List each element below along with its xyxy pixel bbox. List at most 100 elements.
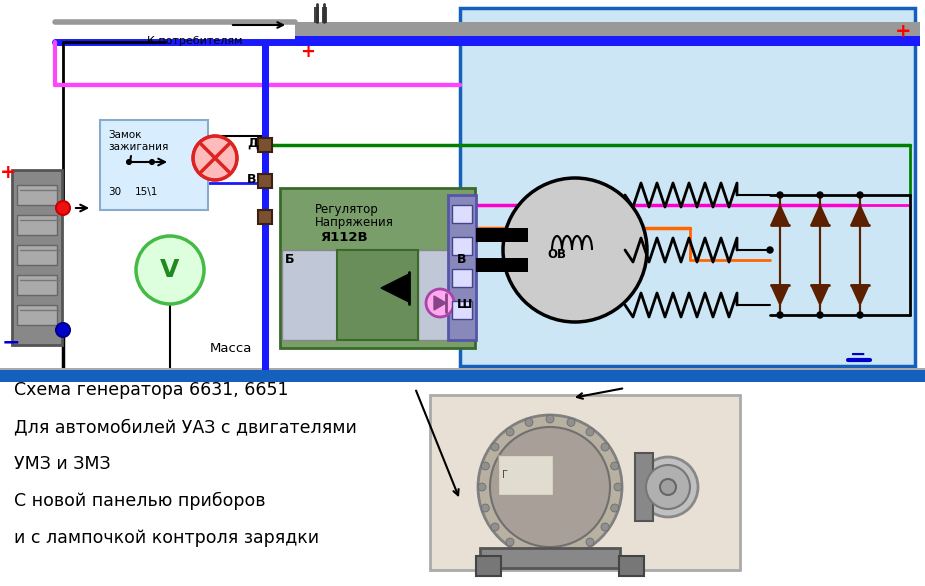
- Circle shape: [817, 192, 823, 198]
- Bar: [430, 395, 740, 570]
- Bar: [476, 228, 528, 242]
- Bar: [0, 368, 925, 372]
- Text: Напряжения: Напряжения: [315, 216, 394, 229]
- Text: Схема генератора 6631, 6651: Схема генератора 6631, 6651: [14, 381, 289, 399]
- Bar: [295, 22, 920, 36]
- Text: К потребителям: К потребителям: [147, 36, 242, 46]
- Circle shape: [567, 548, 575, 556]
- Circle shape: [777, 312, 783, 318]
- Circle shape: [601, 443, 609, 451]
- Text: +: +: [895, 22, 911, 41]
- Bar: [282, 250, 337, 340]
- Bar: [452, 301, 472, 319]
- Bar: [476, 258, 528, 272]
- Circle shape: [601, 523, 609, 531]
- Circle shape: [426, 289, 454, 317]
- Text: С новой панелью приборов: С новой панелью приборов: [14, 492, 265, 510]
- Polygon shape: [851, 205, 869, 225]
- Circle shape: [610, 462, 619, 470]
- Text: 30: 30: [108, 187, 121, 197]
- Circle shape: [546, 551, 554, 559]
- Bar: [480, 548, 620, 568]
- Bar: [17, 185, 57, 205]
- Bar: [498, 455, 553, 495]
- Circle shape: [546, 415, 554, 423]
- Circle shape: [503, 178, 647, 322]
- Circle shape: [56, 323, 70, 337]
- Text: +: +: [300, 43, 315, 61]
- Text: Ш: Ш: [457, 298, 473, 311]
- Text: V: V: [160, 258, 179, 282]
- Text: 15\1: 15\1: [135, 187, 158, 197]
- Bar: [280, 188, 475, 348]
- Text: Г: Г: [502, 470, 508, 480]
- Bar: [635, 453, 653, 521]
- Bar: [100, 120, 208, 210]
- Circle shape: [525, 548, 533, 556]
- Text: Б: Б: [285, 253, 294, 266]
- Circle shape: [478, 483, 486, 491]
- Polygon shape: [851, 285, 869, 305]
- Circle shape: [660, 479, 676, 495]
- Bar: [322, 7, 327, 23]
- Bar: [452, 237, 472, 255]
- Circle shape: [614, 483, 622, 491]
- Circle shape: [817, 312, 823, 318]
- Text: −: −: [2, 332, 20, 352]
- Text: В: В: [457, 253, 466, 266]
- Bar: [295, 36, 920, 46]
- Polygon shape: [771, 205, 789, 225]
- Bar: [448, 195, 476, 340]
- Circle shape: [586, 538, 594, 546]
- Text: и с лампочкой контроля зарядки: и с лампочкой контроля зарядки: [14, 529, 319, 547]
- Circle shape: [857, 312, 863, 318]
- Circle shape: [567, 418, 575, 427]
- Bar: [258, 174, 272, 188]
- Bar: [0, 0, 460, 375]
- Circle shape: [857, 192, 863, 198]
- Text: Масса: Масса: [210, 342, 253, 355]
- Polygon shape: [811, 205, 829, 225]
- Bar: [258, 138, 272, 152]
- Circle shape: [586, 428, 594, 436]
- Circle shape: [127, 160, 131, 164]
- Bar: [17, 305, 57, 325]
- Circle shape: [481, 462, 489, 470]
- Text: −: −: [850, 345, 867, 364]
- Circle shape: [525, 418, 533, 427]
- Circle shape: [767, 247, 773, 253]
- Circle shape: [56, 201, 70, 215]
- Bar: [17, 275, 57, 295]
- Circle shape: [478, 415, 622, 559]
- Circle shape: [136, 236, 204, 304]
- Text: ОВ: ОВ: [547, 248, 566, 261]
- Bar: [17, 245, 57, 265]
- Bar: [314, 7, 319, 23]
- Circle shape: [506, 538, 514, 546]
- Text: В: В: [247, 173, 256, 186]
- Text: +: +: [0, 163, 17, 182]
- Bar: [452, 205, 472, 223]
- Text: Для автомобилей УАЗ с двигателями: Для автомобилей УАЗ с двигателями: [14, 418, 357, 436]
- Text: Замок: Замок: [108, 130, 142, 140]
- Circle shape: [506, 428, 514, 436]
- Circle shape: [193, 136, 237, 180]
- Bar: [12, 170, 62, 345]
- Text: УМЗ и ЗМЗ: УМЗ и ЗМЗ: [14, 455, 111, 473]
- Circle shape: [646, 465, 690, 509]
- Circle shape: [150, 160, 154, 164]
- Bar: [476, 556, 501, 576]
- Circle shape: [490, 427, 610, 547]
- Circle shape: [491, 443, 499, 451]
- Polygon shape: [381, 274, 409, 302]
- Bar: [452, 269, 472, 287]
- Bar: [619, 556, 644, 576]
- Circle shape: [638, 457, 698, 517]
- Bar: [418, 250, 473, 340]
- Polygon shape: [771, 285, 789, 305]
- Bar: [337, 250, 418, 340]
- Text: Я112В: Я112В: [320, 231, 367, 244]
- Bar: [460, 8, 915, 366]
- Circle shape: [777, 192, 783, 198]
- Text: зажигания: зажигания: [108, 142, 168, 152]
